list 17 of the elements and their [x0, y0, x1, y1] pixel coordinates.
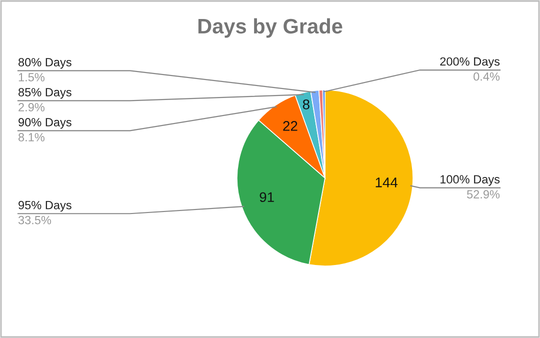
slice-label: 100% Days — [440, 175, 500, 186]
data-label: 8.1% — [18, 133, 44, 142]
text: 22 — [283, 121, 298, 131]
slice-label: 85% Days — [18, 88, 72, 99]
data-label: 52.9% — [467, 190, 500, 198]
data-label: 1.5% — [18, 73, 44, 82]
slice-label: 200% Days — [440, 57, 500, 68]
data-label: 0.4% — [474, 72, 500, 81]
slice-label: 90% Days — [18, 118, 72, 129]
data-label: 33.5% — [18, 216, 52, 224]
text: 8 — [302, 100, 310, 110]
slice-label: 95% Days — [18, 200, 72, 212]
text: 144 — [376, 178, 398, 188]
text: 91 — [260, 192, 274, 202]
data-label: 2.9% — [18, 103, 44, 112]
slice-label: 80% Days — [18, 58, 72, 69]
chart-title: Days by Grade — [198, 18, 342, 38]
